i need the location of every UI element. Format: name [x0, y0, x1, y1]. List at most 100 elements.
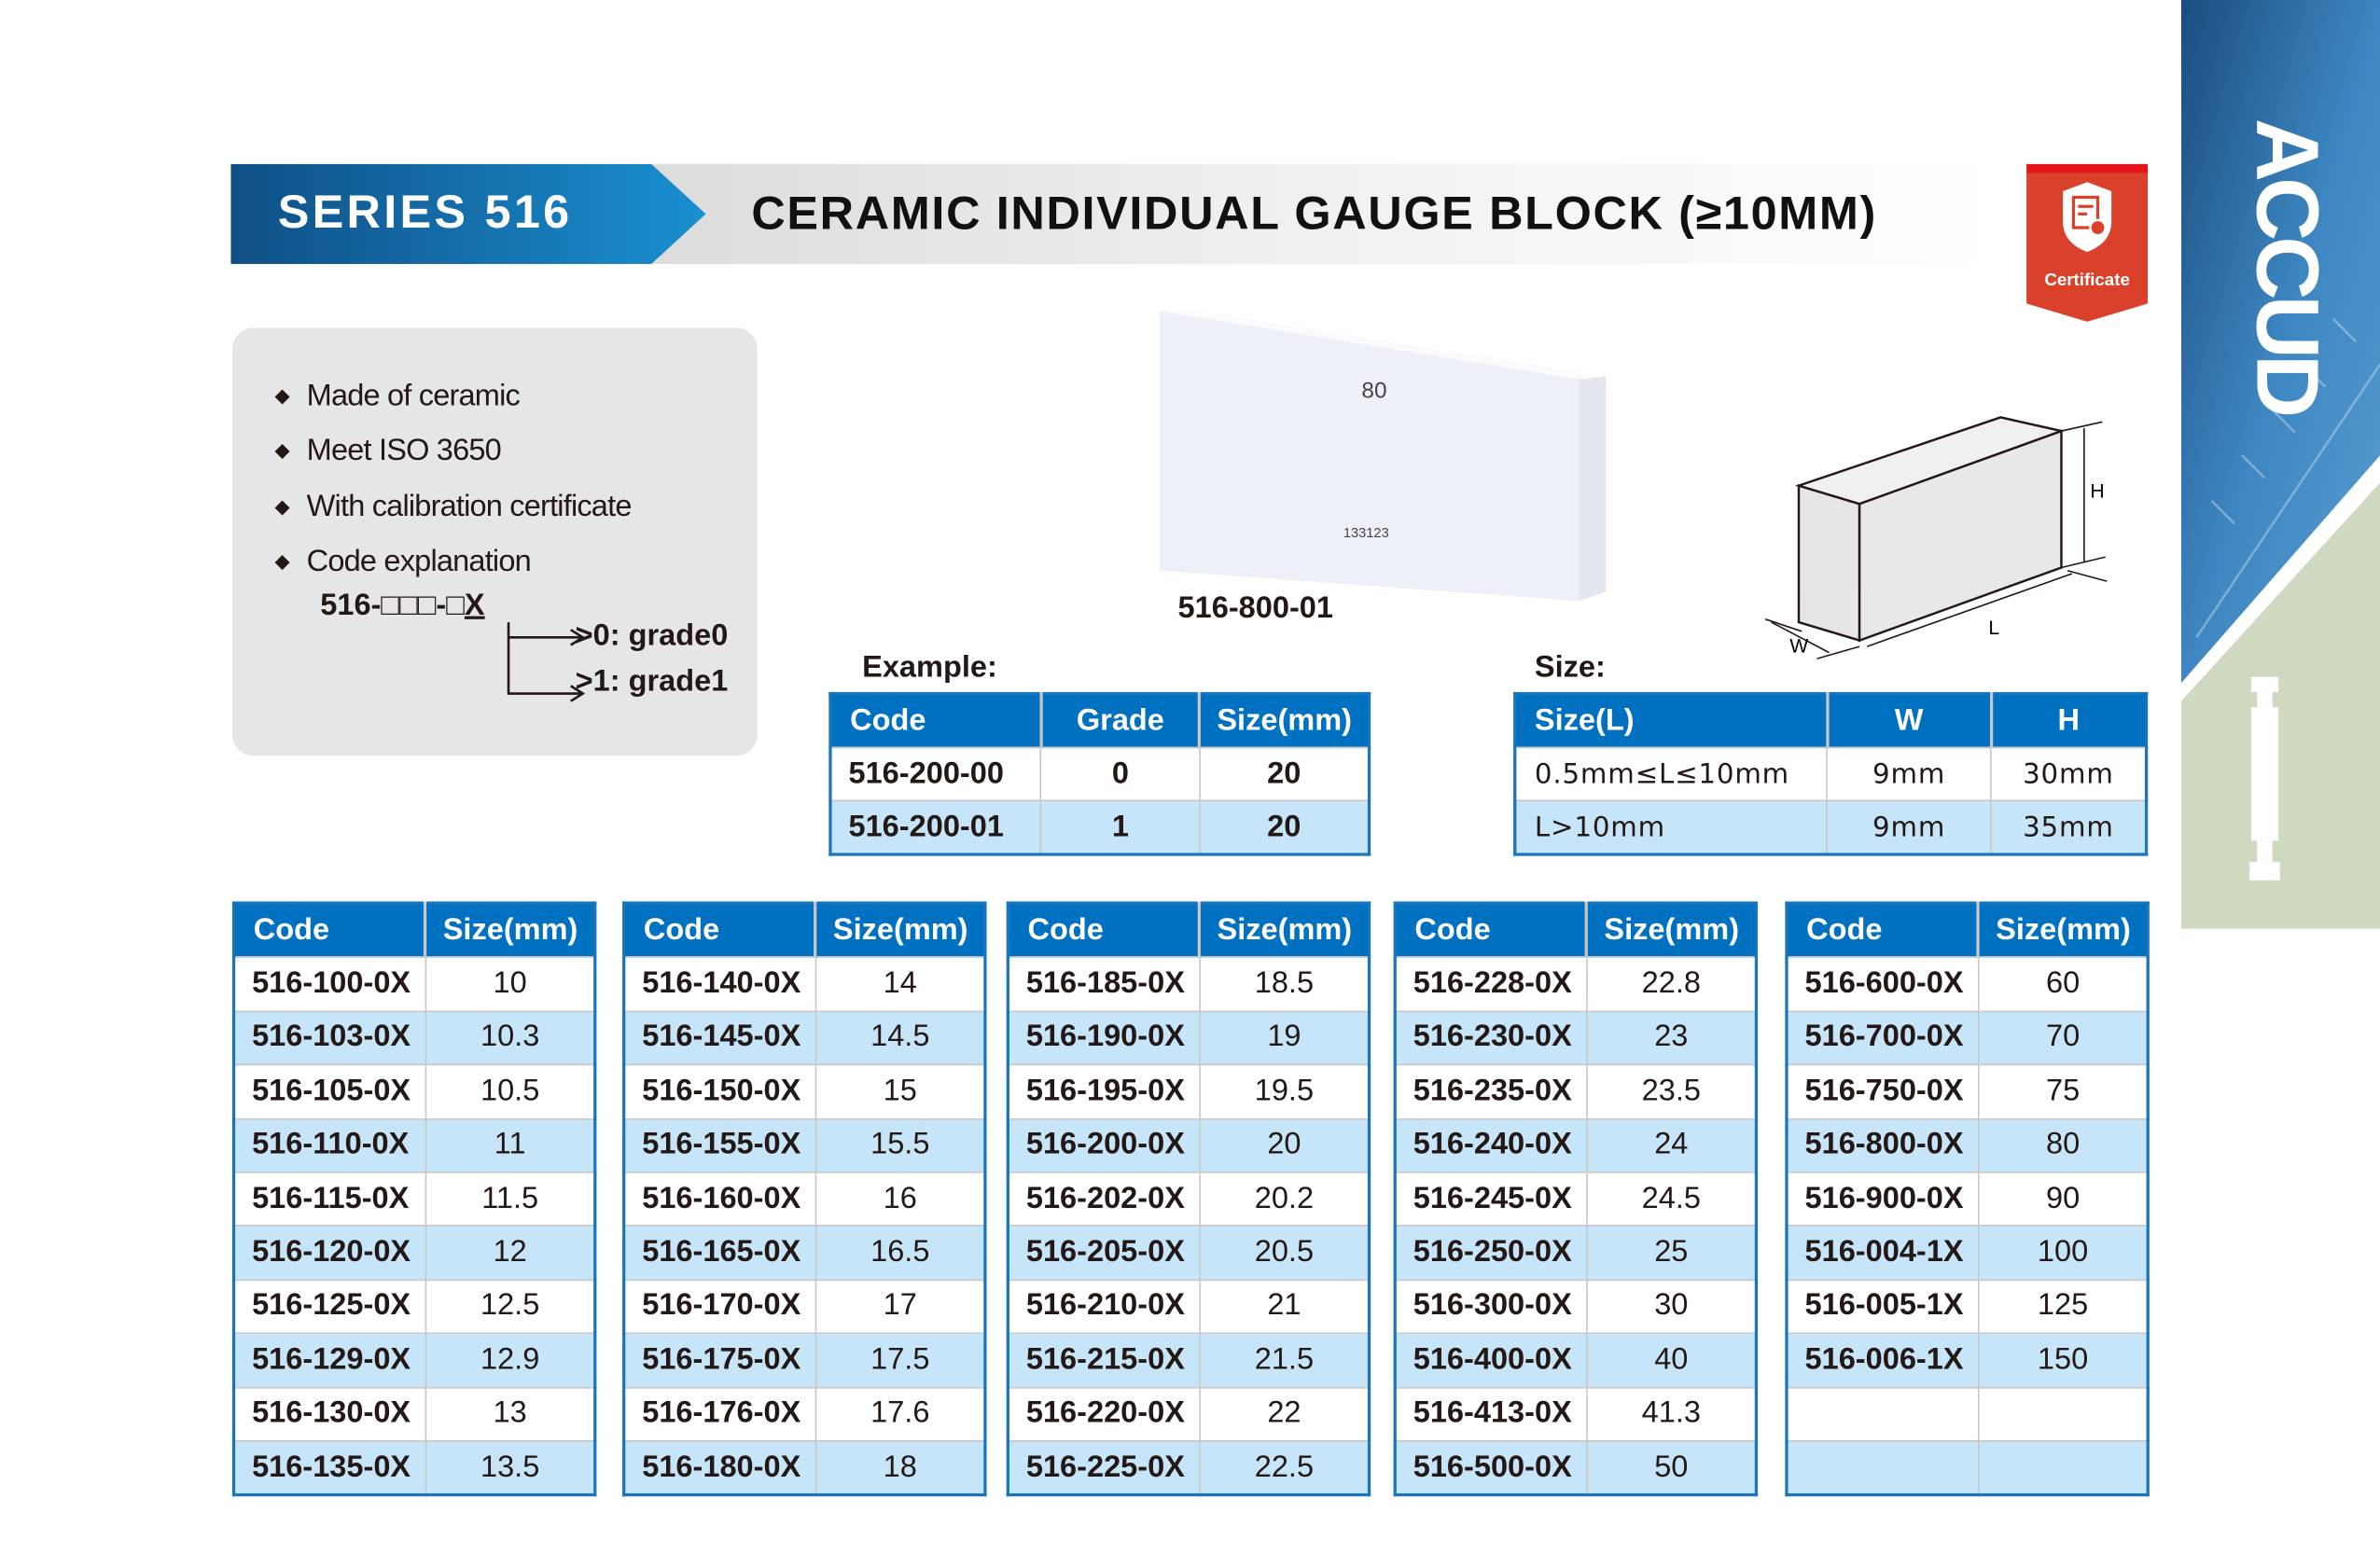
code-cell: 516-115-0X — [232, 1171, 427, 1228]
table-row: 516-006-1X 150 — [1786, 1332, 2150, 1388]
table-row: 516-202-0X 20.2 — [1007, 1171, 1371, 1228]
code-cell: 516-800-0X — [1786, 1117, 1980, 1173]
value-cell: 21.5 — [1199, 1332, 1371, 1388]
table-row: 516-165-0X 16.5 — [622, 1225, 986, 1281]
value-cell: 13 — [425, 1386, 596, 1442]
code-cell: 516-105-0X — [232, 1063, 427, 1120]
code-cell: 516-750-0X — [1786, 1063, 1980, 1120]
size-table-4: Code Size(mm) 516-228-0X 22.8 516-230-0X 23 51… — [1393, 901, 1759, 1497]
features-box: ◆ Made of ceramic ◆ Meet ISO 3650 ◆ With ca… — [231, 327, 758, 756]
engraving-serial: 133123 — [1343, 526, 1389, 541]
size-table: Size(L) W H 0.5mm≤L≤10mm 9mm 30mm L>10mm 9mm 35… — [1513, 691, 2149, 856]
code-cell: 516-235-0X — [1394, 1063, 1588, 1120]
value-cell — [1977, 1439, 2150, 1496]
code-cell: 516-250-0X — [1394, 1225, 1588, 1281]
certificate-badge: Certificate — [2026, 163, 2149, 322]
table-row: 516-100-0X 10 — [232, 956, 596, 1012]
value-cell: 20.2 — [1199, 1171, 1371, 1228]
accud-logo: ACCUD — [2238, 118, 2336, 415]
certificate-label: Certificate — [2044, 270, 2129, 289]
table-row: 516-005-1X 125 — [1786, 1279, 2150, 1335]
table-row: 516-400-0X 40 — [1394, 1332, 1758, 1388]
code-cell: 516-500-0X — [1394, 1439, 1588, 1496]
page-title: CERAMIC INDIVIDUAL GAUGE BLOCK (≥10MM) — [751, 187, 1877, 241]
length-label: L — [1988, 617, 1999, 639]
value-cell: 20 — [1199, 1117, 1371, 1173]
table-row: 516-500-0X 50 — [1394, 1439, 1758, 1496]
code-cell: 516-200-00 — [829, 746, 1042, 802]
value-cell: 40 — [1586, 1332, 1758, 1388]
value-cell: 18 — [814, 1439, 986, 1496]
table-row: 516-190-0X 19 — [1007, 1010, 1371, 1066]
table-row: 516-200-0X 20 — [1007, 1117, 1371, 1173]
code-cell: 516-150-0X — [622, 1063, 817, 1120]
table-row: 516-250-0X 25 — [1394, 1225, 1758, 1281]
feature-item: ◆ Made of ceramic — [274, 379, 520, 413]
code-cell: 516-400-0X — [1394, 1332, 1588, 1388]
column-header: Size(mm) — [1585, 903, 1757, 958]
value-cell: 60 — [1977, 956, 2150, 1012]
table-row: 516-205-0X 20.5 — [1007, 1225, 1371, 1281]
code-cell: 516-175-0X — [622, 1332, 817, 1388]
table-row: 516-004-1X 100 — [1786, 1225, 2150, 1281]
value-cell: 22 — [1199, 1386, 1371, 1442]
code-cell: 516-228-0X — [1394, 956, 1588, 1012]
code-cell: 516-202-0X — [1007, 1171, 1201, 1228]
table-row: 516-110-0X 11 — [232, 1117, 596, 1173]
value-cell: 14.5 — [814, 1010, 986, 1066]
table-row — [1786, 1386, 2150, 1442]
code-cell: 516-006-1X — [1786, 1332, 1980, 1388]
code-cell: 516-700-0X — [1786, 1010, 1980, 1066]
code-cell: 0.5mm≤L≤10mm — [1513, 746, 1829, 802]
code-cell: 516-100-0X — [232, 956, 427, 1012]
value-cell: 11 — [425, 1117, 596, 1173]
code-cell: 516-120-0X — [232, 1225, 427, 1281]
table-row — [1786, 1439, 2150, 1496]
value-cell: 10.5 — [425, 1063, 596, 1120]
size-table-3: Code Size(mm) 516-185-0X 18.5 516-190-0X 19 51… — [1006, 901, 1371, 1497]
example-table: Code Grade Size(mm) 516-200-00 0 20 516-200-0… — [828, 691, 1371, 856]
table-row: 516-200-00 0 20 — [829, 746, 1371, 802]
table-row: 516-120-0X 12 — [232, 1225, 596, 1281]
brand-panel: ACCUD — [2180, 0, 2380, 929]
code-cell: 516-240-0X — [1394, 1117, 1588, 1173]
width-label: W — [1789, 636, 1808, 658]
series-banner — [230, 163, 706, 265]
header-band — [652, 163, 1989, 265]
table-row: 516-175-0X 17.5 — [622, 1332, 986, 1388]
code-cell: 516-185-0X — [1007, 956, 1201, 1012]
value-cell: 16 — [814, 1171, 986, 1228]
table-row: 0.5mm≤L≤10mm 9mm 30mm — [1513, 746, 2148, 802]
value-cell: 22.5 — [1199, 1439, 1371, 1496]
table-row: 516-140-0X 14 — [622, 956, 986, 1012]
code-cell: 516-176-0X — [622, 1386, 817, 1442]
size-table-1: Code Size(mm) 516-100-0X 10 516-103-0X 10.3 51… — [231, 901, 597, 1497]
code-cell: 516-205-0X — [1007, 1225, 1201, 1281]
value-cell: 23.5 — [1586, 1063, 1758, 1120]
value-cell: 35mm — [1990, 799, 2148, 855]
value-cell: 100 — [1977, 1225, 2150, 1281]
table-row: 516-215-0X 21.5 — [1007, 1332, 1371, 1388]
value-cell: 41.3 — [1586, 1386, 1758, 1442]
table-row: 516-105-0X 10.5 — [232, 1063, 596, 1120]
size-table-5: Code Size(mm) 516-600-0X 60 516-700-0X 70 516-… — [1785, 901, 2150, 1497]
size-table-2: Code Size(mm) 516-140-0X 14 516-145-0X 14.5 51… — [622, 901, 987, 1497]
value-cell: 125 — [1977, 1279, 2150, 1335]
value-cell: 25 — [1586, 1225, 1758, 1281]
value-cell: 24.5 — [1586, 1171, 1758, 1228]
table-row: 516-200-01 1 20 — [829, 799, 1371, 855]
code-cell: 516-180-0X — [622, 1439, 817, 1496]
value-cell: 19.5 — [1199, 1063, 1371, 1120]
value-cell: 20.5 — [1199, 1225, 1371, 1281]
column-header: Code — [1395, 903, 1588, 958]
value-cell: 9mm — [1826, 746, 1992, 802]
value-cell: 9mm — [1826, 799, 1992, 855]
value-cell: 14 — [814, 956, 986, 1012]
value-cell: 24 — [1586, 1117, 1758, 1173]
value-cell: 20 — [1198, 746, 1371, 802]
value-cell: 15 — [814, 1063, 986, 1120]
table-row: 516-900-0X 90 — [1786, 1171, 2150, 1228]
table-row: 516-170-0X 17 — [622, 1279, 986, 1335]
code-cell — [1786, 1439, 1980, 1496]
